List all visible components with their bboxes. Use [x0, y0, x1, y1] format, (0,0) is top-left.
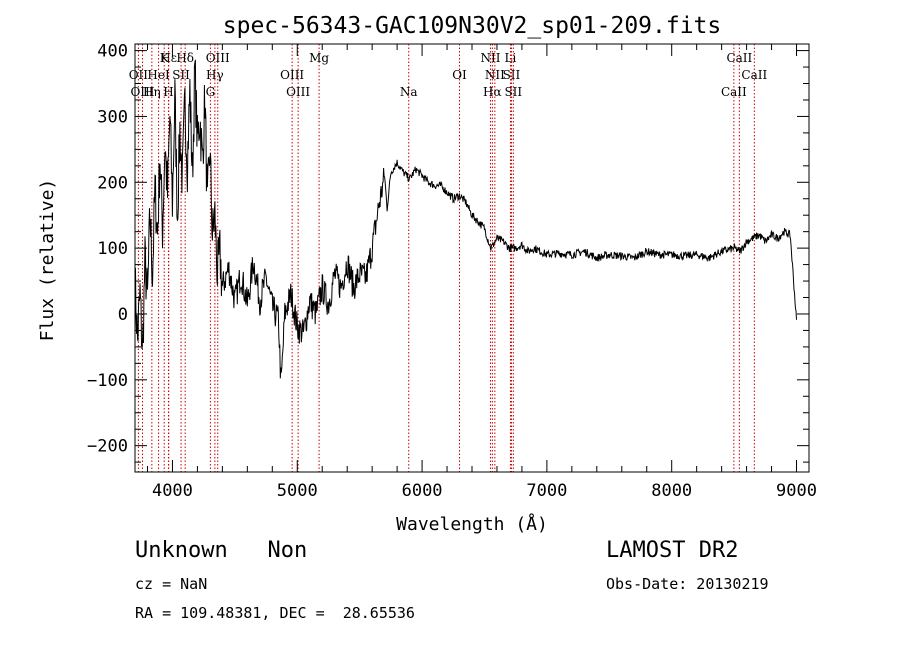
- spectral-line-label: NII: [480, 51, 500, 65]
- spectral-line-label: K: [160, 51, 170, 65]
- spectral-line-label: Hα: [483, 85, 502, 99]
- y-tick-label: 200: [97, 173, 128, 193]
- spectral-line-label: H: [163, 85, 173, 99]
- spectral-line-label: OIII: [130, 85, 154, 99]
- y-tick-label: 100: [97, 239, 128, 259]
- y-tick-label: −200: [87, 437, 128, 457]
- x-tick-label: 7000: [526, 481, 567, 501]
- x-tick-label: 9000: [776, 481, 817, 501]
- spectral-line-label: Hη: [143, 85, 161, 99]
- spectral-line-label: SII: [503, 68, 521, 82]
- spectral-line-label: Hγ: [206, 68, 224, 82]
- y-tick-label: 0: [118, 305, 128, 325]
- spectral-line-label: SII: [172, 68, 190, 82]
- y-tick-label: 400: [97, 42, 128, 62]
- spectral-line-label: Hδ: [176, 51, 194, 65]
- spectral-line-label: Li: [505, 51, 517, 65]
- x-tick-label: 6000: [402, 481, 443, 501]
- y-tick-label: 300: [97, 107, 128, 127]
- axes: 4000 5000 6000 7000 8000 9000 −200 −100 0 100 200 3…: [87, 42, 817, 501]
- classification-text: Unknown Non: [135, 538, 308, 563]
- survey-text: LAMOST DR2: [606, 538, 739, 563]
- x-axis-label: Wavelength (Å): [396, 513, 548, 535]
- spectral-line-label: OIII: [280, 68, 304, 82]
- spectral-line-label: OI: [452, 68, 467, 82]
- spectrum-line: [134, 59, 797, 379]
- spectral-line-label: Mg: [309, 51, 329, 65]
- coordinates-text: RA = 109.48381, DEC = 28.65536: [135, 604, 415, 622]
- x-tick-label: 4000: [152, 481, 193, 501]
- spectral-line-label: CaII: [741, 68, 767, 82]
- spectral-line-label: HeI: [147, 68, 170, 82]
- spectral-line-label: Na: [400, 85, 418, 99]
- spectral-line-label: OIII: [206, 51, 230, 65]
- spectral-line-label: G: [206, 85, 216, 99]
- y-axis-label: Flux (relative): [37, 179, 58, 342]
- redshift-text: cz = NaN: [135, 575, 208, 593]
- x-tick-label: 8000: [651, 481, 692, 501]
- spectral-line-label: CaII: [721, 85, 747, 99]
- obs-date-text: Obs-Date: 20130219: [606, 575, 769, 593]
- spectral-line-label: OIII: [286, 85, 310, 99]
- spectral-line-label: CaII: [726, 51, 752, 65]
- x-tick-label: 5000: [277, 481, 318, 501]
- spectral-line-label: SII: [504, 85, 522, 99]
- y-tick-label: −100: [87, 371, 128, 391]
- spectral-line-label: NII: [485, 68, 505, 82]
- chart-title: spec-56343-GAC109N30V2_sp01-209.fits: [223, 13, 722, 39]
- spectral-line-label: OII: [129, 68, 149, 82]
